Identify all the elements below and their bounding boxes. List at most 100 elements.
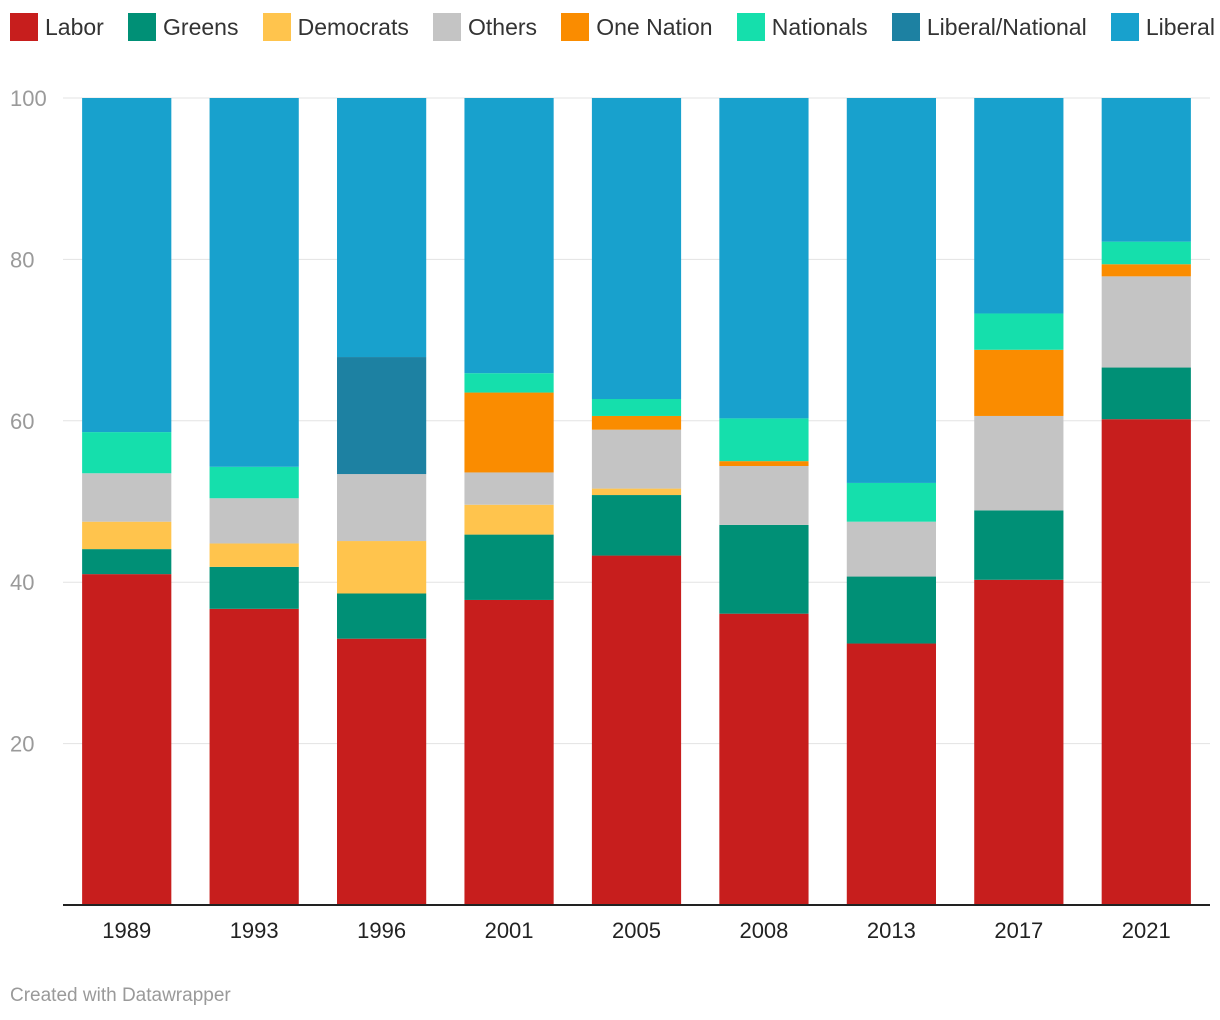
bar-segment-greens-2017 — [974, 510, 1064, 580]
bar-segment-nationals-2008 — [719, 418, 809, 462]
bar-segment-one-nation-2001 — [464, 392, 554, 473]
bar-segment-labor-2001 — [464, 599, 554, 905]
bar-segment-labor-1996 — [337, 638, 427, 905]
bar-segment-democrats-1996 — [337, 541, 427, 594]
legend-swatch — [128, 13, 157, 41]
bar-stack-2021 — [1101, 98, 1191, 905]
bar-stack-2005 — [591, 98, 682, 905]
bar-stack-2008 — [719, 98, 809, 905]
legend-label: Others — [468, 13, 538, 40]
legend-label: Greens — [163, 13, 239, 40]
bar-segment-greens-1989 — [82, 549, 172, 575]
y-tick-label: 20 — [10, 732, 34, 757]
legend-item-one-nation: One Nation — [561, 13, 713, 41]
y-tick-label: 80 — [10, 247, 34, 272]
bar-segment-one-nation-2005 — [591, 415, 682, 430]
bar-segment-one-nation-2008 — [719, 461, 809, 466]
legend-swatch — [1110, 13, 1139, 41]
bar-segment-greens-2005 — [591, 495, 682, 556]
bar-segment-others-2017 — [974, 415, 1064, 511]
bar-stack-1993 — [209, 98, 299, 905]
legend-label: Labor — [45, 13, 104, 40]
bar-segment-labor-2005 — [591, 555, 682, 905]
legend-swatch — [262, 13, 291, 41]
bar-stack-2001 — [464, 98, 554, 905]
bar-segment-greens-2021 — [1101, 367, 1191, 420]
bar-segment-others-2008 — [719, 465, 809, 525]
bar-segment-one-nation-2017 — [974, 349, 1064, 416]
x-tick-label: 2017 — [994, 918, 1043, 943]
bar-segment-liberal-2005 — [591, 98, 682, 400]
legend-swatch — [10, 13, 38, 41]
chart-legend: Labor Greens Democrats Others One Nation Nati… — [10, 10, 1215, 44]
bar-segment-labor-2021 — [1101, 419, 1191, 905]
legend-item-others: Others — [433, 13, 537, 41]
bar-stack-2017 — [974, 98, 1064, 905]
bar-segment-liberal-1989 — [82, 98, 172, 433]
legend-item-liberal-national: Liberal/National — [891, 13, 1087, 41]
x-tick-label: 2005 — [612, 918, 661, 943]
bar-segment-nationals-1989 — [82, 432, 172, 474]
bar-segment-greens-2013 — [846, 576, 936, 644]
bar-segment-liberal-1996 — [337, 98, 427, 358]
bar-segment-others-2001 — [464, 472, 554, 505]
bar-stack-1989 — [82, 98, 172, 905]
x-tick-label: 2021 — [1122, 918, 1171, 943]
bar-segment-others-1996 — [337, 474, 427, 542]
legend-label: Liberal/National — [926, 13, 1087, 40]
bar-segment-others-1989 — [82, 473, 172, 522]
bar-segment-others-1993 — [209, 498, 299, 544]
bar-segment-liberal-2017 — [974, 98, 1064, 314]
bar-segment-nationals-2005 — [591, 399, 682, 416]
legend-label: Liberal — [1145, 13, 1215, 40]
bar-segment-liberal-2013 — [846, 98, 936, 483]
bar-segment-democrats-1993 — [209, 543, 299, 567]
bar-segment-nationals-2017 — [974, 313, 1064, 350]
bar-segment-others-2021 — [1101, 276, 1191, 368]
x-tick-label: 1989 — [102, 918, 151, 943]
legend-label: Nationals — [771, 13, 868, 40]
bar-segment-labor-1989 — [82, 574, 172, 905]
y-tick-label: 100 — [10, 86, 47, 111]
bar-segment-liberal-2008 — [719, 98, 809, 419]
bar-segment-greens-2001 — [464, 534, 554, 600]
bar-stack-1996 — [337, 98, 427, 905]
x-tick-label: 1993 — [230, 918, 279, 943]
bar-segment-labor-2013 — [846, 643, 936, 905]
bar-segment-nationals-2001 — [464, 373, 554, 393]
bar-segment-labor-1993 — [209, 608, 299, 905]
bar-segment-democrats-2005 — [591, 488, 682, 496]
legend-label: One Nation — [596, 13, 713, 40]
x-tick-label: 2001 — [485, 918, 534, 943]
credit-footer: Created with Datawrapper — [10, 985, 231, 1006]
bar-segment-nationals-2013 — [846, 482, 936, 522]
bar-segment-nationals-2021 — [1101, 241, 1191, 265]
bar-segment-liberal-1993 — [209, 98, 299, 467]
legend-label: Democrats — [297, 13, 409, 40]
bar-segment-one-nation-2021 — [1101, 264, 1191, 277]
y-tick-label: 60 — [10, 409, 34, 434]
bar-segment-others-2005 — [591, 429, 682, 489]
legend-swatch — [736, 13, 765, 41]
legend-swatch — [561, 13, 590, 41]
x-tick-label: 1996 — [357, 918, 406, 943]
legend-item-democrats: Democrats — [262, 13, 409, 41]
bar-segment-greens-1993 — [209, 566, 299, 609]
x-tick-label: 2008 — [739, 918, 788, 943]
legend-item-nationals: Nationals — [736, 13, 868, 41]
bar-segment-democrats-1989 — [82, 521, 172, 550]
legend-swatch — [433, 13, 462, 41]
legend-swatch — [891, 13, 920, 41]
stacked-bar-chart: 20 40 60 80 100 1989 1993 1996 2001 2005 2008 2013 2… — [10, 86, 1210, 943]
bar-segment-labor-2008 — [719, 613, 809, 905]
bar-stack-2013 — [846, 98, 936, 905]
bar-segment-others-2013 — [846, 521, 936, 577]
bar-segment-democrats-2001 — [464, 504, 554, 535]
bar-segment-liberal-2021 — [1101, 98, 1191, 242]
legend-item-liberal: Liberal — [1110, 13, 1215, 41]
legend-item-labor: Labor — [10, 13, 104, 41]
bar-segment-greens-2008 — [719, 524, 809, 614]
bar-segment-liberal-2001 — [464, 98, 554, 374]
bar-segment-nationals-1993 — [209, 466, 299, 499]
bar-segment-labor-2017 — [974, 579, 1064, 905]
